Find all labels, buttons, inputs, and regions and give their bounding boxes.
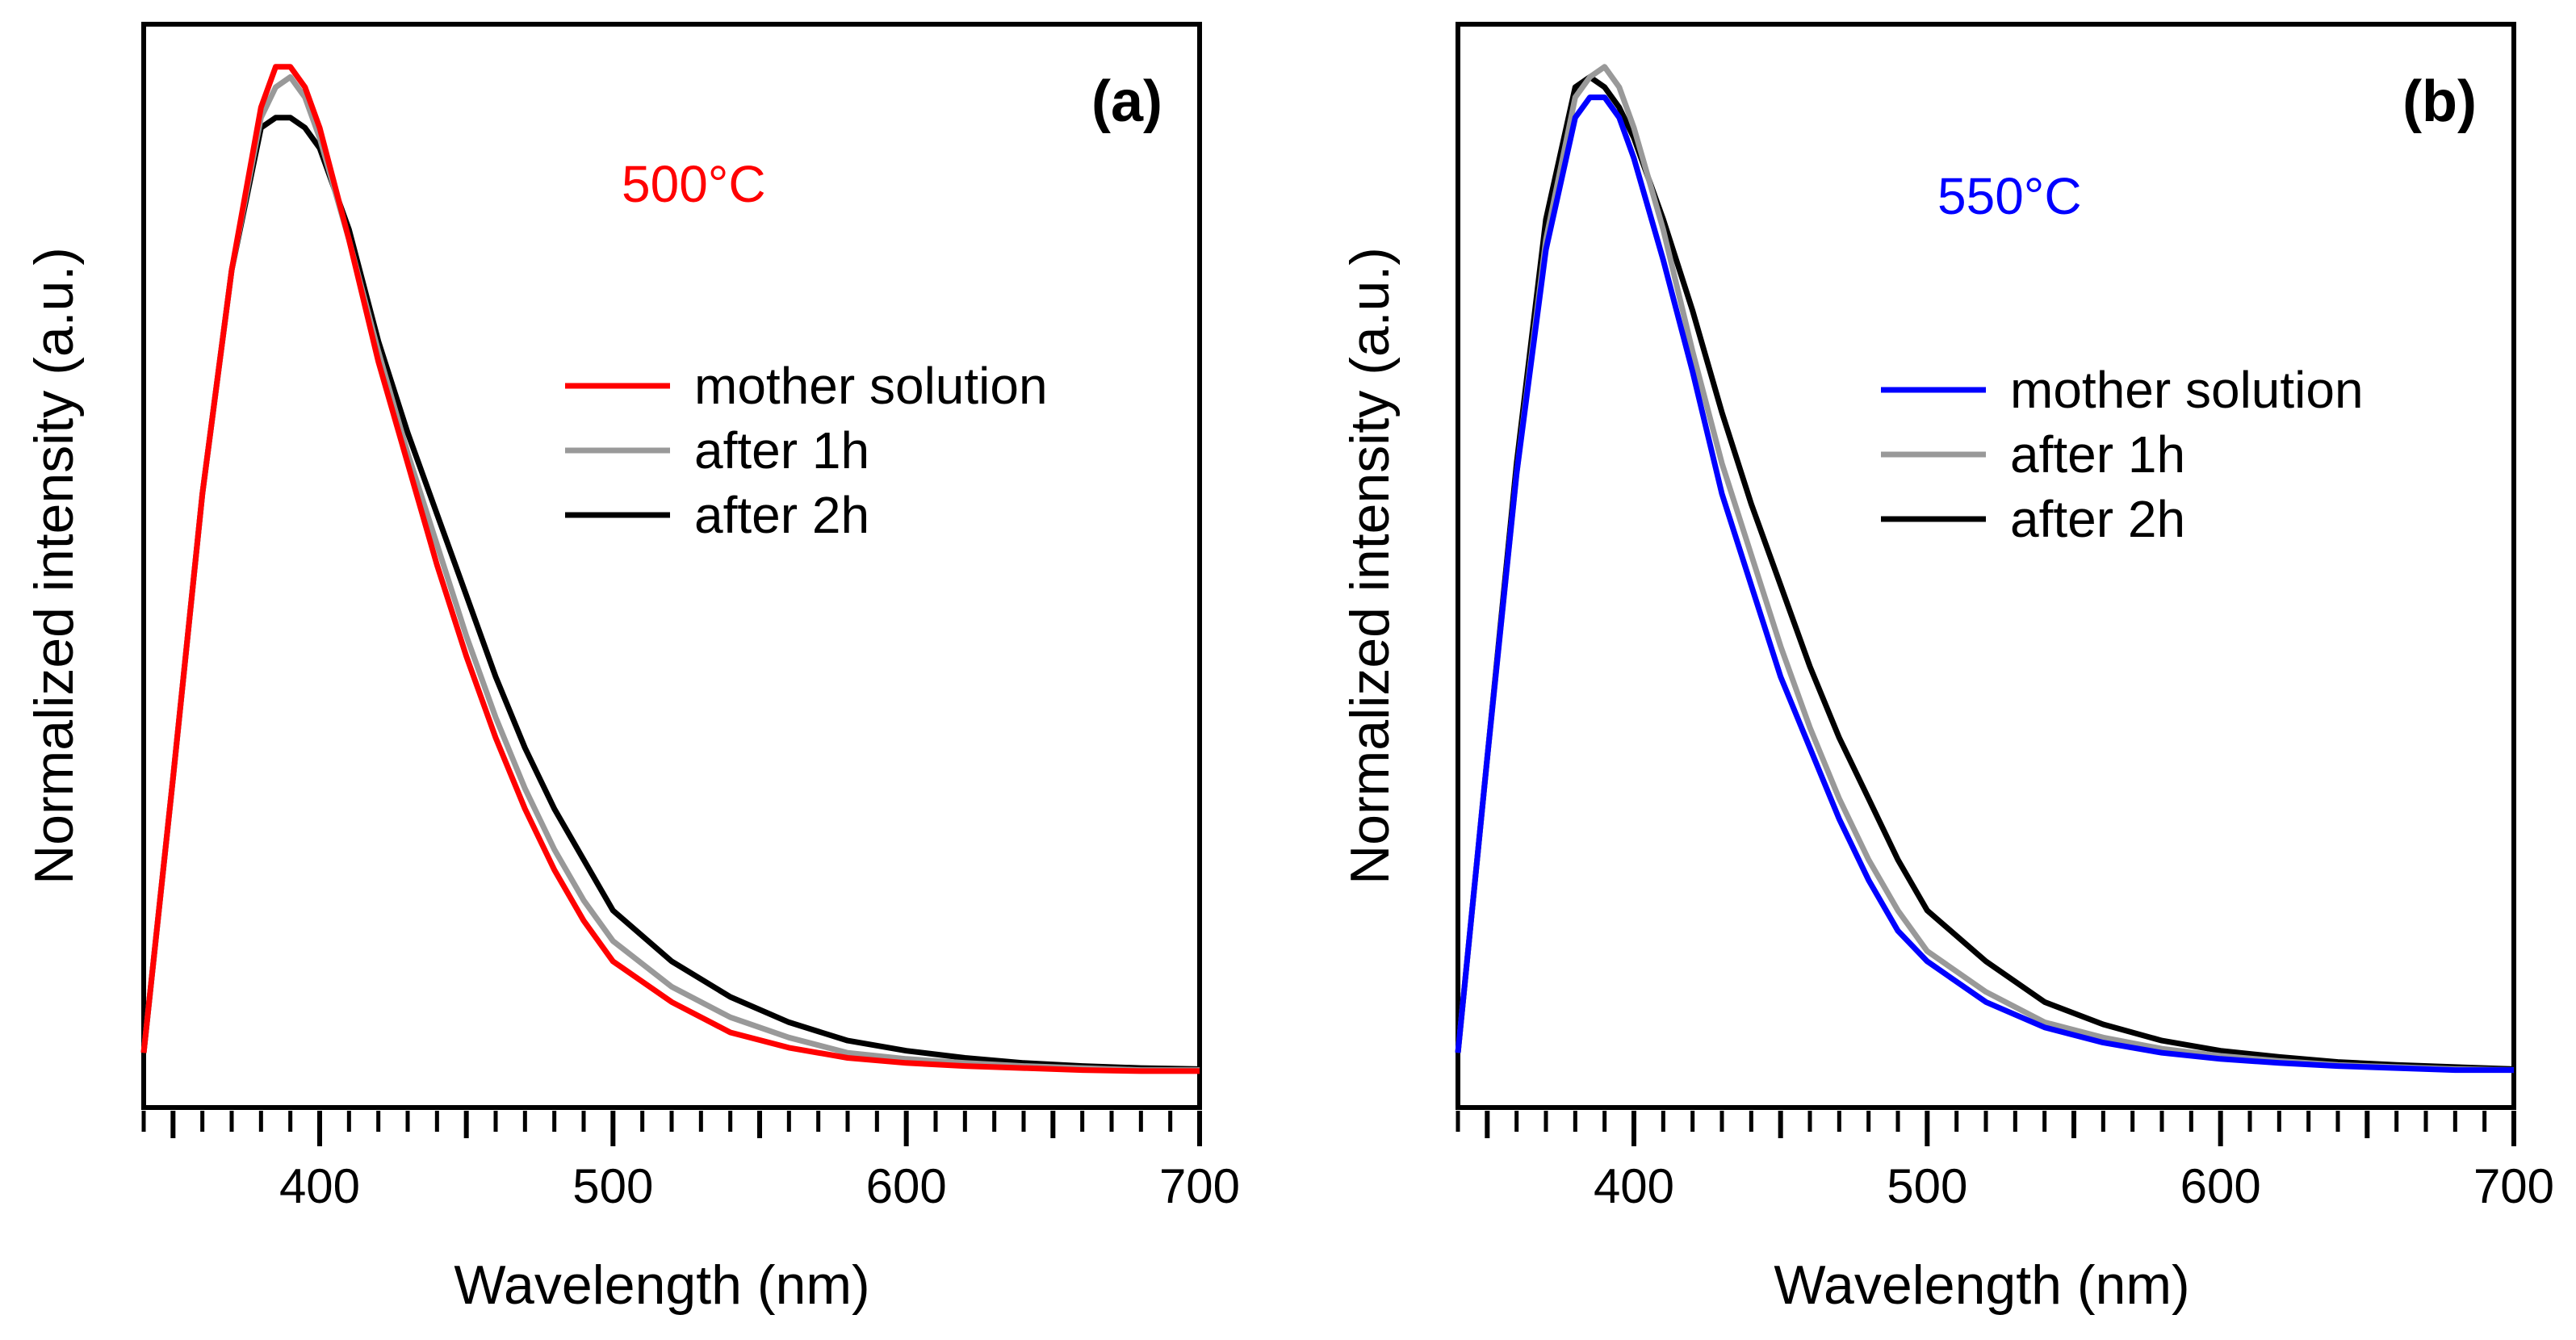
panel-b-legend: mother solution after 1h after 2h	[1881, 361, 2364, 548]
panel-a-series-after-1h	[140, 73, 1200, 1074]
panel-a-series	[140, 64, 1200, 1074]
panel-a-frame	[141, 22, 1202, 1110]
panel-b-ylabel: Normalized intensity (a.u.)	[1339, 247, 1401, 885]
panel-b-annotation: 550°C	[1937, 167, 2082, 225]
panel-b-tick-label-600: 600	[2180, 1159, 2261, 1213]
panel-a-series-mother-solution	[140, 64, 1200, 1074]
panel-a-tick-label-400: 400	[279, 1159, 360, 1213]
panel-b-tick-label-500: 500	[1887, 1159, 1967, 1213]
panel-b-xlabel: Wavelength (nm)	[1774, 1254, 2189, 1316]
legend-a-mother-solution-label: mother solution	[694, 357, 1048, 415]
panel-a-tick-label-700: 700	[1159, 1159, 1240, 1213]
legend-b-after-1h-label: after 1h	[2010, 425, 2185, 484]
legend-a-after-1h-label: after 1h	[694, 421, 869, 479]
panel-b-tick-label-700: 700	[2473, 1159, 2554, 1213]
panel-b-label: (b)	[2402, 69, 2477, 134]
panel-a-legend: mother solution after 1h after 2h	[565, 357, 1048, 544]
legend-a-after-2h-label: after 2h	[694, 486, 869, 544]
panel-a-annotation: 500°C	[622, 155, 766, 213]
panel-b-series	[1455, 64, 2515, 1074]
panel-a-xlabel: Wavelength (nm)	[454, 1254, 869, 1316]
legend-b-mother-solution-label: mother solution	[2010, 361, 2364, 419]
panel-b-frame	[1456, 22, 2516, 1110]
panel-a-ticks: 400 500 600 700	[141, 1111, 1240, 1213]
panel-a: (a) 500°C Normalized intensity (a.u.) Wa…	[23, 22, 1240, 1316]
panel-b-series-mother-solution	[1455, 94, 2514, 1074]
panel-a-series-after-2h	[140, 115, 1200, 1072]
panel-b-series-after-2h	[1455, 73, 2515, 1072]
panel-a-tick-label-500: 500	[572, 1159, 653, 1213]
panel-a-label: (a)	[1091, 69, 1162, 134]
panel-b-tick-label-400: 400	[1594, 1159, 1674, 1213]
legend-b-after-2h-label: after 2h	[2010, 490, 2185, 548]
panel-b: (b) 550°C Normalized intensity (a.u.) Wa…	[1339, 22, 2554, 1316]
panel-a-ylabel: Normalized intensity (a.u.)	[23, 247, 85, 885]
panel-a-tick-label-600: 600	[866, 1159, 947, 1213]
panel-b-ticks: 400 500 600 700	[1456, 1111, 2554, 1213]
